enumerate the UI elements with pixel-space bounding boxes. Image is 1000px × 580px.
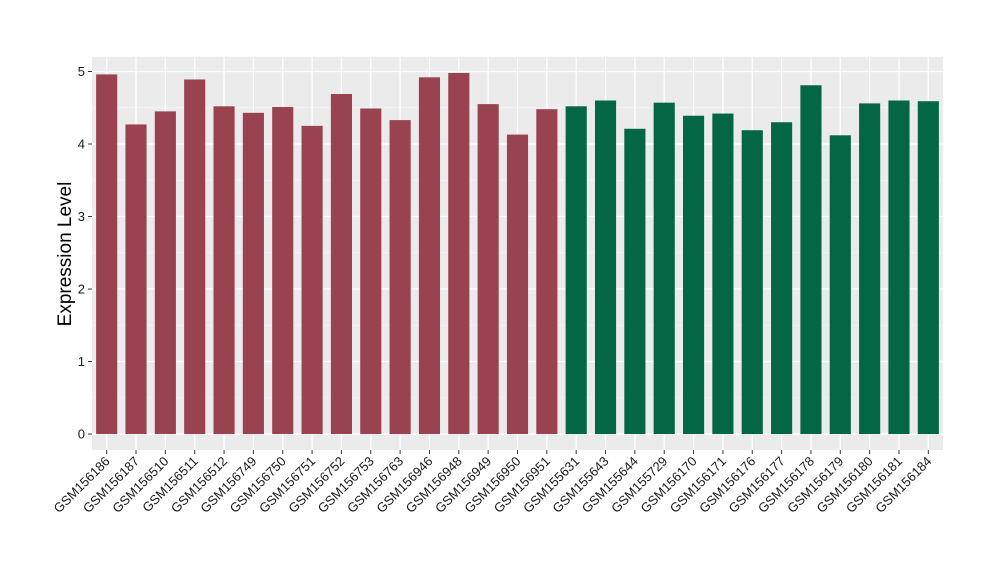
- bar-GSM156178: [800, 85, 822, 435]
- bar-GSM156179: [829, 135, 851, 435]
- bar-GSM156184: [917, 101, 939, 435]
- bar-GSM156171: [712, 113, 734, 435]
- bar-GSM155644: [624, 128, 646, 435]
- y-tick-label: 4: [78, 137, 85, 152]
- bar-GSM156750: [272, 107, 294, 435]
- bars: [96, 72, 939, 435]
- bar-GSM156181: [888, 100, 910, 435]
- y-tick-label: 0: [78, 427, 85, 442]
- bar-GSM156763: [389, 120, 411, 435]
- bar-GSM156187: [125, 124, 147, 435]
- bar-GSM156177: [771, 122, 793, 435]
- bar-GSM156752: [330, 93, 352, 435]
- y-tick-label: 1: [78, 354, 85, 369]
- y-tick-label: 3: [78, 209, 85, 224]
- bar-GSM156512: [213, 106, 235, 435]
- bar-GSM156170: [683, 115, 705, 435]
- bar-GSM156180: [859, 103, 881, 435]
- x-axis: GSM156186GSM156187GSM156510GSM156511GSM1…: [51, 450, 934, 516]
- bar-GSM156948: [448, 72, 470, 435]
- y-axis-title: Expression Level: [55, 182, 76, 327]
- bar-GSM156949: [477, 104, 499, 435]
- bar-GSM156749: [242, 112, 264, 435]
- bar-GSM155729: [653, 102, 675, 435]
- bar-GSM156951: [536, 109, 558, 435]
- bar-GSM155631: [565, 106, 587, 435]
- y-tick-label: 5: [78, 64, 85, 79]
- y-tick-label: 2: [78, 282, 85, 297]
- bar-GSM156176: [741, 130, 763, 435]
- bar-GSM155643: [594, 100, 617, 435]
- bar-GSM156510: [154, 111, 176, 435]
- y-axis: 0 1 2 3 4 5: [78, 64, 92, 442]
- bar-GSM156946: [418, 77, 441, 435]
- bar-GSM156751: [301, 125, 323, 435]
- bar-GSM156950: [506, 134, 529, 435]
- bar-GSM156186: [96, 74, 118, 435]
- bar-GSM156753: [360, 108, 382, 435]
- bar-GSM156511: [184, 79, 206, 435]
